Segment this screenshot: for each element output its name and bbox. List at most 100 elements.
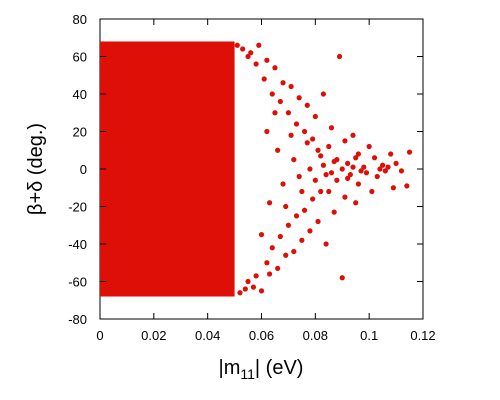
data-point — [299, 188, 305, 195]
data-point — [266, 271, 273, 277]
x-tick-label: 0.02 — [141, 328, 166, 343]
y-tick-label: -40 — [68, 237, 87, 252]
data-point — [307, 166, 313, 172]
data-point — [355, 181, 361, 187]
data-point — [304, 140, 310, 146]
data-point — [326, 143, 332, 150]
data-point — [291, 157, 297, 163]
data-point — [269, 91, 275, 97]
x-tick-label: 0.08 — [303, 328, 328, 343]
x-axis-label: |m11| (eV) — [219, 357, 304, 382]
data-point — [377, 166, 383, 172]
data-point — [272, 110, 278, 116]
data-point — [264, 128, 270, 135]
data-point — [237, 290, 243, 296]
y-axis-label: β+δ (deg.) — [25, 123, 47, 215]
x-tick-label: 0.06 — [249, 328, 274, 343]
data-point — [339, 166, 345, 172]
data-point — [350, 132, 356, 138]
data-point — [331, 209, 337, 215]
data-point — [336, 53, 343, 60]
data-point — [310, 136, 316, 142]
data-point — [296, 95, 302, 101]
data-point — [315, 218, 321, 225]
data-point — [312, 177, 318, 183]
data-point — [291, 248, 297, 255]
y-tick-label: -60 — [68, 275, 87, 290]
data-point — [304, 102, 310, 108]
data-point — [288, 83, 294, 90]
x-tick-label: 0 — [96, 328, 103, 343]
data-point — [312, 113, 318, 120]
data-point — [361, 164, 367, 170]
y-tick-label: 0 — [80, 162, 87, 177]
data-point — [253, 273, 259, 279]
data-point — [339, 275, 345, 281]
data-point — [277, 98, 283, 105]
data-point — [293, 121, 300, 127]
data-point — [393, 160, 399, 166]
data-point — [355, 151, 361, 157]
data-point — [406, 149, 413, 155]
data-point — [245, 53, 251, 60]
data-point — [256, 42, 262, 48]
data-point — [283, 203, 289, 210]
data-point — [275, 147, 281, 153]
data-point — [318, 188, 324, 195]
data-point — [347, 172, 353, 178]
data-point — [234, 42, 240, 48]
data-point — [266, 200, 273, 206]
data-point — [363, 170, 370, 176]
data-point — [366, 143, 372, 150]
data-point — [253, 61, 259, 67]
data-point — [320, 162, 327, 168]
data-point — [285, 222, 292, 228]
data-point — [380, 162, 386, 168]
data-point — [248, 50, 254, 56]
ticks-layer: 0 0.02 0.04 0.06 0.08 0.1 0.12 -80 -60 -40 -20 0 20 4… — [68, 12, 435, 343]
data-point — [398, 168, 405, 174]
data-point — [258, 288, 265, 294]
data-point — [385, 164, 391, 170]
data-point — [285, 110, 292, 116]
data-point — [301, 128, 308, 135]
data-point — [350, 164, 356, 170]
data-point — [301, 207, 308, 213]
data-point — [345, 175, 351, 181]
data-point — [345, 160, 351, 166]
data-point — [269, 245, 275, 251]
data-point — [275, 265, 281, 271]
data-point — [315, 147, 321, 153]
y-tick-label: 60 — [73, 50, 87, 65]
x-tick-label: 0.1 — [360, 328, 378, 343]
data-point — [353, 200, 359, 206]
data-point — [272, 65, 278, 71]
data-point — [288, 132, 294, 138]
y-tick-label: 80 — [73, 12, 87, 27]
data-point — [323, 241, 329, 247]
data-point — [358, 168, 364, 174]
data-point — [261, 76, 267, 82]
data-point — [318, 153, 324, 159]
data-point — [320, 91, 327, 97]
x-tick-label: 0.12 — [410, 328, 435, 343]
data-point — [280, 181, 286, 187]
data-point — [296, 173, 302, 180]
x-tick-label: 0.04 — [195, 328, 220, 343]
data-point — [328, 170, 335, 176]
data-point — [342, 138, 348, 144]
data-point — [353, 155, 359, 161]
data-point — [388, 151, 394, 157]
data-point — [299, 237, 305, 243]
data-point — [258, 232, 265, 238]
data-point — [250, 284, 257, 290]
data-point — [369, 188, 375, 195]
data-point — [334, 177, 340, 183]
data-point — [390, 185, 396, 191]
data-point — [326, 188, 332, 195]
data-point — [283, 252, 289, 258]
data-point — [331, 158, 337, 165]
data-point — [328, 125, 335, 131]
data-point — [382, 168, 388, 174]
